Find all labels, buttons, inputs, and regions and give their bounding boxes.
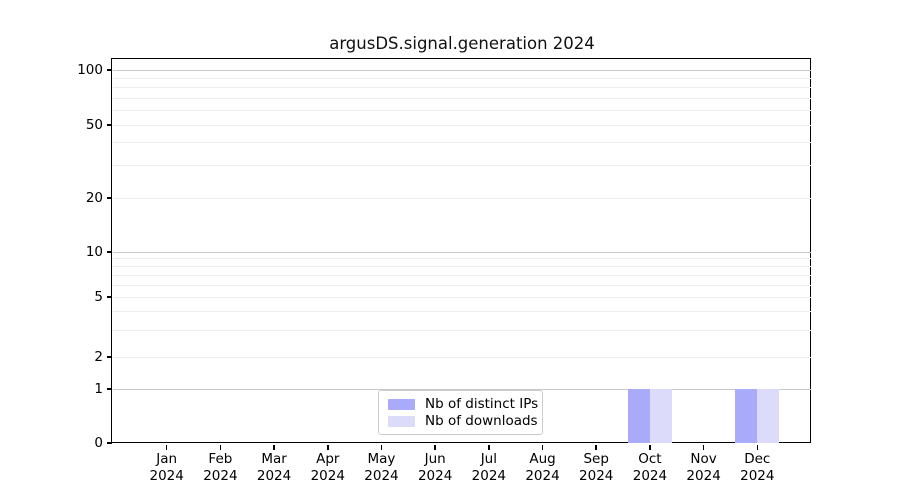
x-tick-month: Mar <box>261 451 287 467</box>
minor-gridline <box>113 87 811 89</box>
x-tick-year: 2024 <box>310 468 345 484</box>
minor-gridline <box>113 97 811 99</box>
x-tick-mark <box>434 444 436 450</box>
y-tick-label: 100 <box>77 62 103 78</box>
x-tick-mark <box>273 444 275 450</box>
x-tick-year: 2024 <box>686 468 721 484</box>
minor-gridline <box>113 258 811 260</box>
x-tick-mark <box>380 444 383 450</box>
x-tick-month: Sep <box>583 451 609 467</box>
x-tick-label: Oct 2024 <box>618 451 682 485</box>
major-gridline <box>113 251 811 253</box>
x-tick-mark <box>595 444 598 450</box>
minor-gridline <box>113 296 811 298</box>
legend-entry-downloads: Nb of downloads <box>388 413 538 429</box>
minor-gridline <box>113 356 811 358</box>
x-tick-mark <box>541 444 544 450</box>
minor-gridline <box>113 197 811 199</box>
minor-gridline <box>113 329 811 331</box>
bar-distinct-ips <box>627 389 650 443</box>
bar-downloads <box>649 389 672 443</box>
minor-gridline <box>113 124 811 126</box>
plot-area <box>111 58 812 444</box>
x-tick-month: Jul <box>480 451 497 467</box>
x-tick-year: 2024 <box>740 468 775 484</box>
x-tick-month: Jan <box>156 451 178 467</box>
y-tick-mark <box>107 251 112 253</box>
x-tick-label: Jun 2024 <box>403 451 467 485</box>
minor-gridline <box>113 274 811 276</box>
x-tick-year: 2024 <box>203 468 238 484</box>
x-tick-label: May 2024 <box>349 451 413 485</box>
y-tick-label: 5 <box>94 289 103 305</box>
x-tick-year: 2024 <box>632 468 668 484</box>
legend-label-distinct-ips: Nb of distinct IPs <box>425 396 539 412</box>
legend-label-downloads: Nb of downloads <box>425 413 538 429</box>
minor-gridline <box>113 265 811 267</box>
x-tick-label: Jan 2024 <box>135 451 199 485</box>
x-tick-year: 2024 <box>256 468 292 484</box>
y-tick-mark <box>107 356 112 358</box>
minor-gridline <box>113 284 811 286</box>
x-tick-year: 2024 <box>364 468 399 484</box>
minor-gridline <box>113 165 811 167</box>
y-tick-label: 2 <box>94 349 103 365</box>
x-tick-mark <box>326 444 329 450</box>
x-tick-label: Mar 2024 <box>242 451 306 485</box>
x-tick-month: Jun <box>424 451 446 467</box>
legend: Nb of distinct IPs Nb of downloads <box>378 390 543 435</box>
y-tick-mark <box>107 124 112 126</box>
x-tick-label: Nov 2024 <box>672 451 736 485</box>
x-tick-year: 2024 <box>525 468 560 484</box>
x-tick-label: Jul 2024 <box>457 451 521 485</box>
x-tick-label: Dec 2024 <box>725 451 789 485</box>
y-tick-mark <box>107 442 112 444</box>
x-tick-label: Apr 2024 <box>296 451 360 485</box>
minor-gridline <box>113 311 811 313</box>
chart-title: argusDS.signal.generation 2024 <box>329 34 595 53</box>
legend-swatch-distinct-ips <box>388 398 415 410</box>
y-tick-label: 50 <box>85 117 103 133</box>
x-tick-year: 2024 <box>471 468 507 484</box>
bar-downloads <box>757 389 780 443</box>
x-tick-mark <box>756 444 759 450</box>
x-tick-month: May <box>367 451 396 467</box>
x-tick-label: Sep 2024 <box>564 451 628 485</box>
x-tick-month: Aug <box>529 451 556 467</box>
x-tick-mark <box>165 444 168 450</box>
minor-gridline <box>113 142 811 144</box>
bar-distinct-ips <box>735 389 758 443</box>
x-tick-mark <box>649 444 651 450</box>
x-tick-month: Feb <box>208 451 233 467</box>
y-tick-mark <box>107 197 112 199</box>
minor-gridline <box>113 110 811 112</box>
x-tick-mark <box>219 444 222 450</box>
x-tick-year: 2024 <box>149 468 184 484</box>
legend-entry-distinct-ips: Nb of distinct IPs <box>388 396 538 412</box>
x-tick-month: Oct <box>638 451 662 467</box>
x-tick-month: Dec <box>744 451 771 467</box>
major-gridline <box>113 388 811 390</box>
x-tick-mark <box>702 444 705 450</box>
y-tick-label: 10 <box>85 244 103 260</box>
x-tick-year: 2024 <box>417 468 453 484</box>
legend-swatch-downloads <box>388 415 415 427</box>
x-tick-month: Nov <box>690 451 717 467</box>
y-tick-label: 0 <box>94 435 103 451</box>
x-tick-mark <box>488 444 490 450</box>
x-tick-label: Feb 2024 <box>188 451 252 485</box>
minor-gridline <box>113 77 811 79</box>
y-tick-label: 1 <box>94 381 103 397</box>
y-tick-label: 20 <box>85 190 103 206</box>
major-gridline <box>113 69 811 71</box>
x-tick-month: Apr <box>316 451 340 467</box>
y-tick-mark <box>107 388 112 390</box>
y-tick-mark <box>107 69 112 71</box>
x-tick-year: 2024 <box>579 468 614 484</box>
y-tick-mark <box>107 296 112 298</box>
x-tick-label: Aug 2024 <box>511 451 575 485</box>
